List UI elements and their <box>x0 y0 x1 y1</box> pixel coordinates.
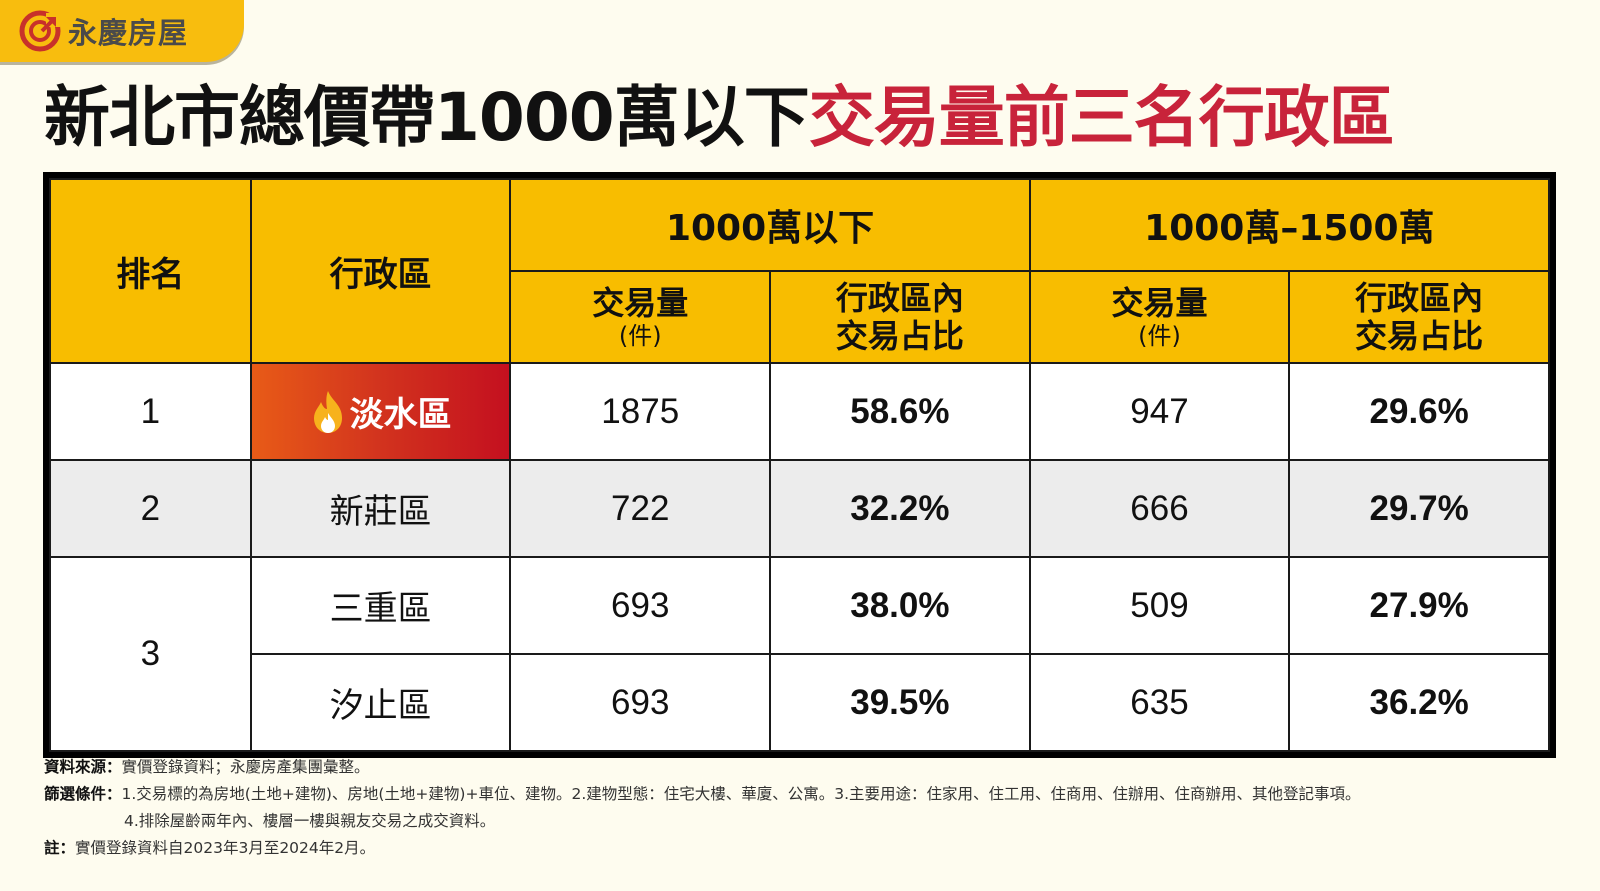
note-period: 註：實價登錄資料自2023年3月至2024年2月。 <box>44 835 1361 862</box>
header-share-line2: 交易占比 <box>1355 317 1484 355</box>
table-row: 3 三重區 693 38.0% 509 27.9% <box>49 556 1550 752</box>
note-filter-cont: 4.排除屋齡兩年內、樓層一樓與親友交易之成交資料。 <box>44 808 1361 835</box>
note-source: 資料來源：實價登錄資料；永慶房產集團彙整。 <box>44 754 1361 781</box>
note-source-label: 資料來源： <box>44 758 122 776</box>
title-main: 新北市總價帶1000萬以下 <box>44 79 810 156</box>
header-volume-unit: (件) <box>1138 322 1181 350</box>
header-group-under-1000: 1000萬以下 <box>509 178 1031 272</box>
range-volume: 509 <box>1028 556 1291 655</box>
under1000-share: 39.5% <box>769 653 1031 752</box>
table-row: 1 淡水區 1875 58.6% 947 29.6% <box>49 362 1550 461</box>
note-source-text: 實價登錄資料；永慶房產集團彙整。 <box>121 758 370 776</box>
under1000-share: 38.0% <box>769 556 1031 655</box>
header-volume-unit: (件) <box>618 322 662 350</box>
header-share-2: 行政區內 交易占比 <box>1288 270 1550 364</box>
fire-icon <box>313 390 342 433</box>
table-row: 2 新莊區 722 32.2% 666 29.7% <box>49 459 1550 558</box>
title-highlight: 交易量前三名行政區 <box>808 79 1395 156</box>
header-share-line1: 行政區內 <box>835 279 964 317</box>
header-volume-2: 交易量 (件) <box>1028 270 1291 364</box>
rank-cell: 1 <box>49 362 252 461</box>
under1000-share: 58.6% <box>769 362 1031 461</box>
note-filter-line1: 1.交易標的為房地(土地+建物)、房地(土地+建物)+車位、建物。2.建物型態：… <box>121 785 1361 803</box>
header-volume-label: 交易量 <box>592 284 689 322</box>
note-filter-line2: 4.排除屋齡兩年內、樓層一樓與親友交易之成交資料。 <box>124 812 496 830</box>
header-group-1000-1500: 1000萬–1500萬 <box>1028 178 1551 272</box>
district-cell-highlight: 淡水區 <box>249 362 512 461</box>
table-row: 汐止區 693 39.5% 635 36.2% <box>50 653 1550 752</box>
note-period-label: 註： <box>44 839 76 857</box>
ranking-table: 排名 行政區 1000萬以下 1000萬–1500萬 交易量 (件) 行政區內 … <box>43 172 1556 758</box>
district-cell: 新莊區 <box>249 459 512 558</box>
header-rank: 排名 <box>49 178 252 364</box>
page-title: 新北市總價帶1000萬以下交易量前三名行政區 <box>44 78 1395 158</box>
range-share: 29.6% <box>1288 362 1550 461</box>
header-volume-1: 交易量 (件) <box>509 270 772 364</box>
note-filter: 篩選條件：1.交易標的為房地(土地+建物)、房地(土地+建物)+車位、建物。2.… <box>44 781 1361 808</box>
note-period-text: 實價登錄資料自2023年3月至2024年2月。 <box>75 839 376 857</box>
brand-logo: 永慶房屋 <box>0 0 244 62</box>
range-share: 29.7% <box>1288 459 1550 558</box>
header-share-line1: 行政區內 <box>1355 279 1484 317</box>
under1000-volume: 1875 <box>509 362 772 461</box>
district-label: 淡水區 <box>349 395 452 435</box>
range-volume: 635 <box>1028 653 1291 752</box>
range-share: 36.2% <box>1288 653 1550 752</box>
brand-mark-icon <box>19 10 61 52</box>
rank-cell: 3 <box>49 556 252 752</box>
brand-name: 永慶房屋 <box>68 16 189 50</box>
under1000-volume: 693 <box>509 556 772 655</box>
header-district: 行政區 <box>249 178 512 364</box>
under1000-volume: 722 <box>509 459 772 558</box>
note-filter-label: 篩選條件： <box>44 785 122 803</box>
district-cell: 汐止區 <box>249 653 512 752</box>
header-share-1: 行政區內 交易占比 <box>769 270 1031 364</box>
header-volume-label: 交易量 <box>1111 284 1208 322</box>
range-volume: 666 <box>1028 459 1291 558</box>
footnotes: 資料來源：實價登錄資料；永慶房產集團彙整。 篩選條件：1.交易標的為房地(土地+… <box>44 754 1361 862</box>
range-share: 27.9% <box>1288 556 1550 655</box>
header-share-line2: 交易占比 <box>835 317 964 355</box>
under1000-share: 32.2% <box>769 459 1031 558</box>
district-cell: 三重區 <box>249 556 512 655</box>
range-volume: 947 <box>1028 362 1291 461</box>
rank-cell: 2 <box>49 459 252 558</box>
under1000-volume: 693 <box>509 653 772 752</box>
